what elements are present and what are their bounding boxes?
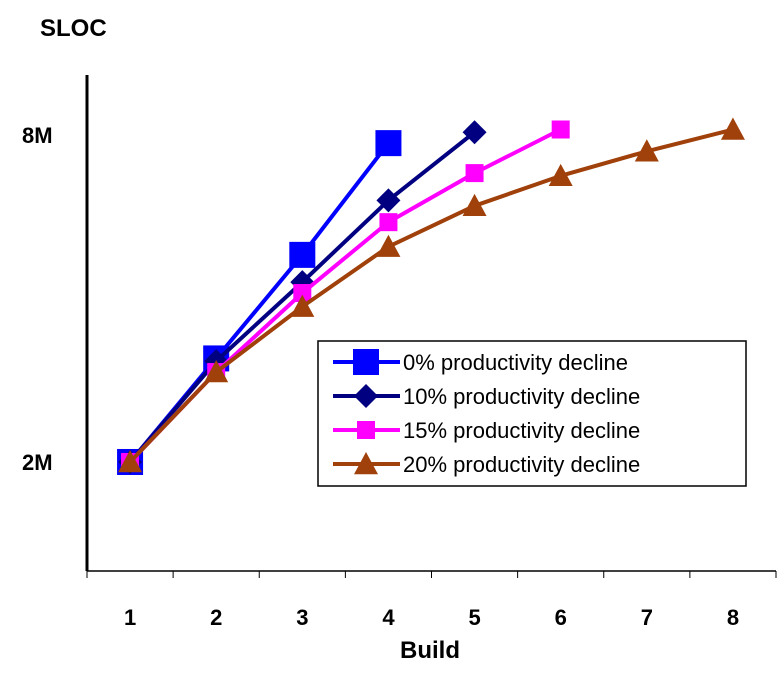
legend-label: 15% productivity decline: [403, 418, 640, 443]
data-point: [634, 139, 659, 162]
data-point: [379, 213, 398, 232]
chart-axes: 1 2 3 4 5 6 7 8 2M 8M: [22, 75, 777, 630]
data-point: [465, 164, 484, 183]
x-axis-title: Build: [400, 637, 460, 664]
data-point: [204, 360, 229, 383]
x-tick-label: 3: [296, 605, 308, 630]
chart-series: [117, 117, 745, 475]
legend-label: 10% productivity decline: [403, 384, 640, 409]
data-point: [720, 117, 745, 140]
data-point: [548, 163, 573, 187]
legend-label: 0% productivity decline: [403, 350, 628, 375]
x-tick-label: 6: [555, 605, 567, 630]
data-point: [289, 241, 316, 268]
series-line: [128, 127, 734, 464]
legend-item: 15% productivity decline: [333, 418, 640, 443]
legend-marker: [357, 421, 375, 439]
y-tick-label: 2M: [22, 450, 53, 475]
x-tick-label: 7: [641, 605, 653, 630]
x-tick-label: 2: [210, 605, 222, 630]
data-point: [462, 193, 487, 217]
legend-item: 20% productivity decline: [333, 452, 640, 477]
data-point: [293, 284, 312, 303]
y-axis-title: SLOC: [40, 15, 107, 42]
x-tick-label: 5: [468, 605, 480, 630]
x-tick-label: 8: [727, 605, 739, 630]
x-tick-label: 4: [382, 605, 395, 630]
legend-box: [317, 340, 747, 487]
data-point: [290, 294, 315, 317]
y-tick-label: 8M: [22, 123, 53, 148]
legend-marker: [354, 452, 378, 475]
data-point: [462, 120, 487, 145]
data-point: [376, 188, 401, 213]
data-point: [551, 120, 570, 139]
legend-item: 10% productivity decline: [333, 384, 640, 409]
data-point: [118, 449, 143, 473]
legend-marker: [354, 384, 378, 408]
chart-legend: 0% productivity decline 10% productivity …: [317, 340, 747, 487]
legend-marker: [353, 349, 379, 375]
series-4: [118, 117, 745, 473]
legend-label: 20% productivity decline: [403, 452, 640, 477]
legend-item: 0% productivity decline: [333, 349, 628, 375]
data-point: [375, 130, 402, 157]
x-tick-label: 1: [124, 605, 136, 630]
data-point: [376, 234, 401, 257]
